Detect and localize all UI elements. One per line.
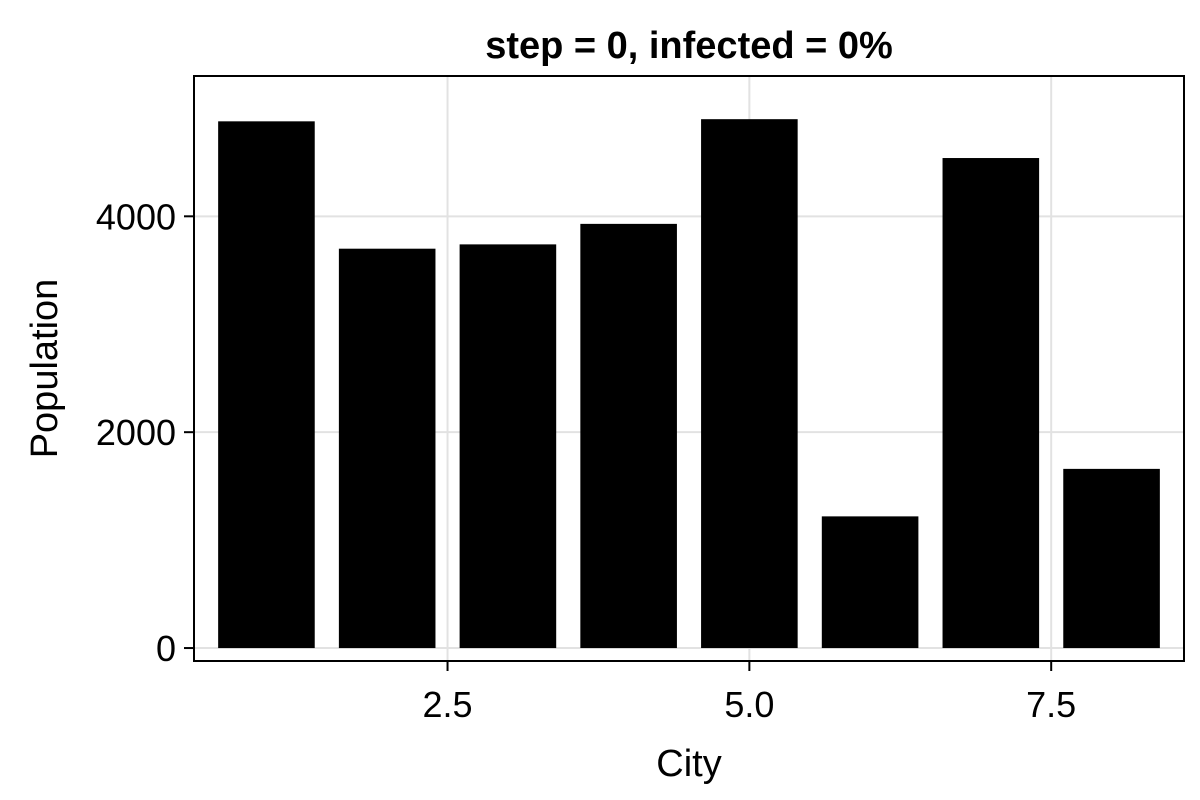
bar-city-1 xyxy=(218,121,315,649)
bar-city-7 xyxy=(942,158,1040,649)
bar-city-5 xyxy=(701,119,798,649)
y-tick-label: 0 xyxy=(156,628,176,669)
axis-ticks: 2.5 5.0 7.5 0 2000 4000 xyxy=(96,196,1076,725)
plot-frame xyxy=(193,75,1185,662)
x-axis-label: City xyxy=(656,743,721,785)
bar-city-4 xyxy=(580,223,677,649)
x-tick-label: 2.5 xyxy=(423,684,473,725)
y-tick-label: 4000 xyxy=(96,196,176,237)
x-tick-label: 7.5 xyxy=(1026,684,1076,725)
bars xyxy=(218,119,1160,649)
bar-city-3 xyxy=(459,244,557,649)
bar-city-2 xyxy=(338,248,436,649)
y-axis-label: Population xyxy=(24,279,66,459)
chart-title: step = 0, infected = 0% xyxy=(485,25,893,67)
bar-city-6 xyxy=(821,516,919,649)
bar-city-8 xyxy=(1063,468,1160,649)
y-tick-label: 2000 xyxy=(96,412,176,453)
x-tick-label: 5.0 xyxy=(724,684,774,725)
